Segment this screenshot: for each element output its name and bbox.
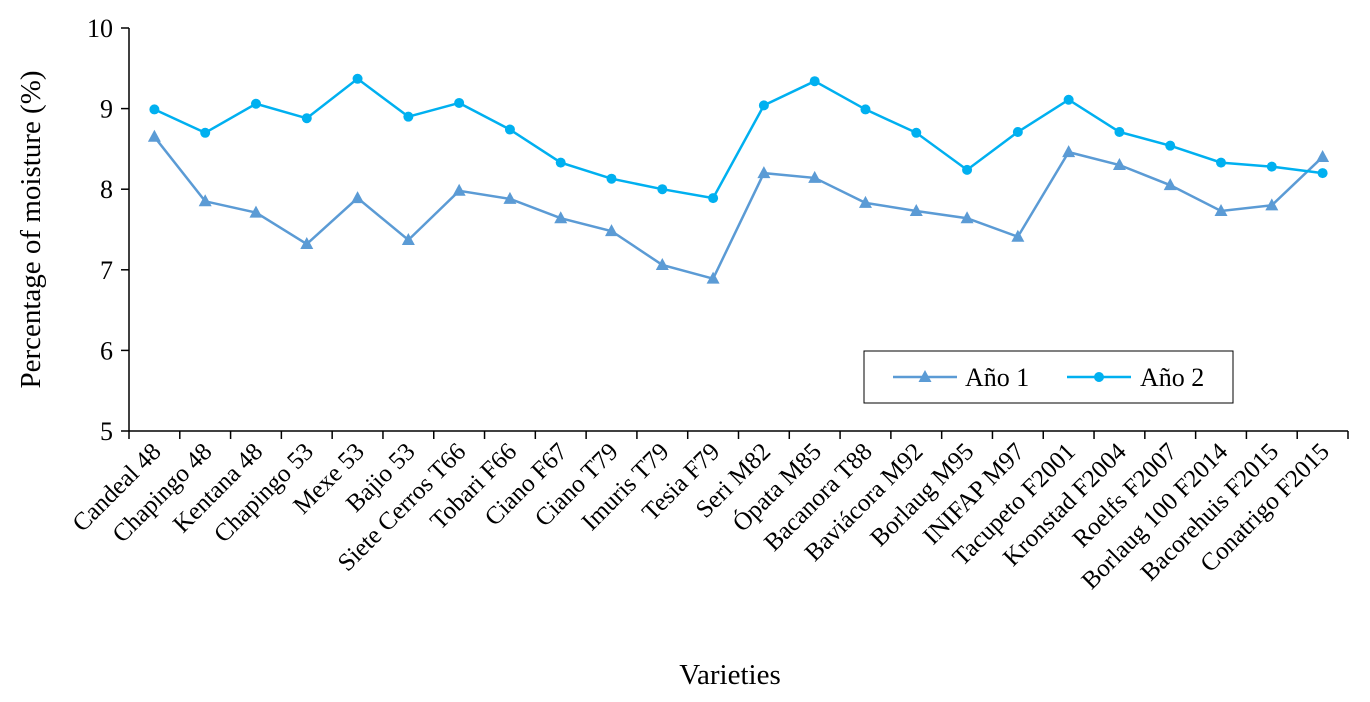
- data-point: [708, 193, 719, 204]
- data-point: [554, 211, 568, 224]
- data-point: [1012, 126, 1023, 137]
- legend-marker: [918, 370, 932, 382]
- data-point: [401, 232, 415, 245]
- y-tick-label: 6: [100, 336, 113, 365]
- legend: Año 1 Año 2: [863, 350, 1234, 404]
- data-point: [555, 157, 566, 168]
- data-point: [1114, 126, 1125, 137]
- data-point: [503, 191, 517, 204]
- data-point: [1266, 161, 1277, 172]
- data-point: [960, 211, 974, 224]
- y-tick-label: 10: [87, 14, 113, 43]
- data-point: [757, 166, 771, 179]
- series-lines: [147, 73, 1330, 284]
- data-point: [198, 194, 212, 207]
- data-point: [962, 164, 973, 175]
- data-point: [1011, 229, 1025, 242]
- data-point: [860, 104, 871, 115]
- legend-item-2: Año 2: [1067, 363, 1204, 392]
- data-point: [250, 98, 261, 109]
- data-point: [706, 271, 720, 284]
- data-point: [605, 224, 619, 237]
- data-point: [504, 124, 515, 135]
- data-point: [911, 127, 922, 138]
- y-tick-label: 5: [100, 417, 113, 446]
- data-point: [1112, 158, 1126, 171]
- data-point: [657, 184, 668, 195]
- y-axis-title: Percentage of moisture (%): [15, 70, 47, 388]
- data-point: [149, 104, 160, 115]
- y-tick-label: 7: [100, 256, 113, 285]
- y-tick-label: 9: [100, 95, 113, 124]
- data-point: [403, 111, 414, 122]
- data-point: [1063, 94, 1074, 105]
- data-point: [147, 129, 161, 142]
- y-tick-label: 8: [100, 175, 113, 204]
- data-point: [200, 127, 211, 138]
- data-point: [758, 100, 769, 111]
- x-axis-title: Varieties: [679, 659, 780, 691]
- data-point: [606, 173, 617, 184]
- data-point: [858, 195, 872, 208]
- data-point: [249, 205, 263, 218]
- series-1: [147, 129, 1330, 284]
- data-point: [1062, 145, 1076, 158]
- data-point: [1165, 140, 1176, 151]
- data-point: [351, 191, 365, 204]
- legend-item-1: Año 1: [893, 363, 1029, 392]
- series-line: [153, 77, 1323, 200]
- data-point: [909, 203, 923, 216]
- data-point: [1316, 149, 1330, 162]
- data-point: [1317, 168, 1328, 179]
- legend-label: Año 2: [1140, 363, 1204, 392]
- series-2: [149, 73, 1328, 204]
- data-point: [655, 257, 669, 270]
- data-point: [452, 183, 466, 196]
- data-point: [300, 237, 314, 250]
- data-point: [454, 97, 465, 108]
- data-point: [301, 113, 312, 124]
- data-point: [1265, 198, 1279, 211]
- series-line: [153, 136, 1324, 281]
- data-point: [808, 170, 822, 183]
- y-axis: 5 6 7 8 9 10: [87, 14, 130, 446]
- data-point: [809, 76, 820, 87]
- data-point: [1214, 203, 1228, 216]
- data-point: [1216, 157, 1227, 168]
- legend-marker: [1094, 372, 1104, 382]
- data-point: [1163, 178, 1177, 191]
- legend-label: Año 1: [965, 363, 1029, 392]
- data-point: [352, 73, 363, 84]
